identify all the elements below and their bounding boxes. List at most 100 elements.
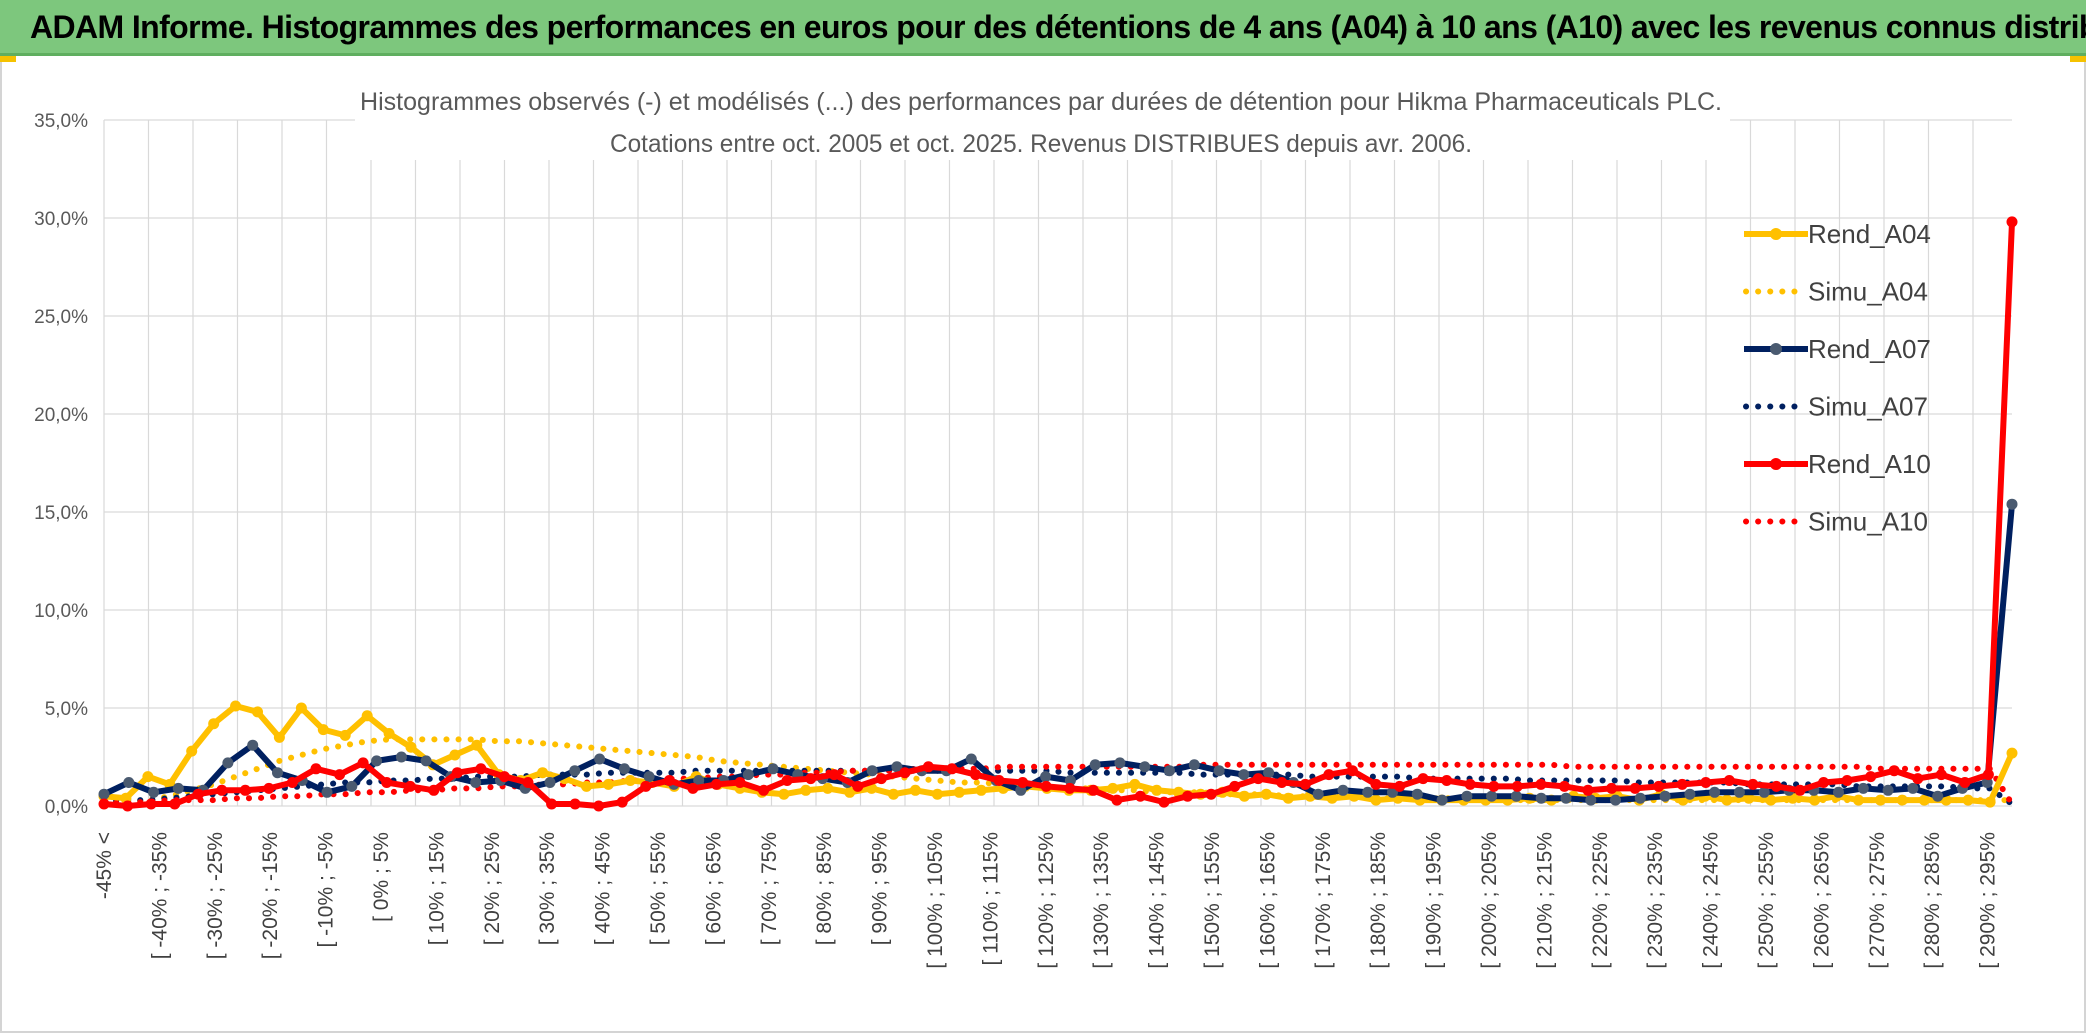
x-tick-label: [ 160% ; 165% <box>1256 832 1279 969</box>
x-tick-label: [ 280% ; 285% <box>1921 832 1944 969</box>
x-tick-label: [ 50% ; 55% <box>647 832 670 945</box>
data-point <box>1874 794 1886 806</box>
data-point <box>1129 778 1141 790</box>
x-tick-label: [ 260% ; 265% <box>1810 832 1833 969</box>
legend-marker <box>1770 228 1782 240</box>
data-point <box>781 775 793 786</box>
data-point <box>1888 765 1900 777</box>
data-point <box>1560 792 1572 804</box>
data-point <box>321 786 333 798</box>
data-point <box>602 778 614 790</box>
line-rend_a07 <box>102 503 2015 804</box>
corner-accent-right <box>2070 56 2086 62</box>
x-tick-label: [ 20% ; 25% <box>481 832 504 945</box>
data-point <box>593 800 605 812</box>
data-point <box>844 786 856 798</box>
x-tick-label: [ 10% ; 15% <box>425 832 448 945</box>
data-point <box>230 700 242 712</box>
legend-label: Rend_A07 <box>1808 334 1931 364</box>
legend[interactable]: Rend_A04 Simu_A04 Rend_A07 Simu_A07 Rend_A10… <box>1743 219 1931 537</box>
data-point <box>273 731 285 743</box>
series-simu_a10 <box>101 761 2015 807</box>
line-simu_a10 <box>101 761 2015 807</box>
data-point <box>1346 765 1358 777</box>
x-tick-label: [ 60% ; 65% <box>702 832 725 945</box>
data-point <box>569 798 581 810</box>
data-point <box>1809 794 1821 806</box>
data-point <box>1676 778 1688 790</box>
legend-entry-rend_a07[interactable]: Rend_A07 <box>1744 334 1931 364</box>
chart-title-line-1: Histogrammes observés (-) et modélisés (… <box>360 88 1722 116</box>
x-tick-label: [ 130% ; 135% <box>1090 832 1113 969</box>
data-point <box>643 771 655 783</box>
data-point <box>295 702 307 714</box>
x-tick-label: -45% < <box>93 832 116 899</box>
x-tick-label: [ 290% ; 295% <box>1977 832 2000 969</box>
data-point <box>1653 780 1665 792</box>
x-tick-label: [ 140% ; 145% <box>1146 832 1169 969</box>
x-tick-label: [ 250% ; 255% <box>1755 832 1778 969</box>
line-rend_a10 <box>103 221 2015 809</box>
data-point <box>618 763 630 775</box>
data-point <box>1188 759 1200 771</box>
data-point <box>1606 782 1618 794</box>
data-point <box>346 780 358 792</box>
legend-entry-simu_a04[interactable]: Simu_A04 <box>1743 277 1928 307</box>
legend-label: Rend_A04 <box>1808 219 1931 249</box>
data-point <box>931 788 943 800</box>
data-point <box>1935 769 1947 781</box>
data-point <box>1464 778 1476 790</box>
y-axis-ticks: 0,0% 5,0% 10,0% 15,0% 20,0% 25,0% 30,0% 35,0% <box>34 111 88 818</box>
data-point <box>1362 786 1374 798</box>
data-point <box>1833 786 1844 798</box>
legend-entry-rend_a10[interactable]: Rend_A10 <box>1744 449 1931 479</box>
data-point <box>1535 778 1547 790</box>
data-point <box>192 788 204 800</box>
data-point <box>624 775 636 786</box>
corner-accent-left <box>0 56 16 62</box>
data-point <box>1758 786 1770 798</box>
data-point <box>1853 794 1864 806</box>
data-point <box>822 782 834 794</box>
data-point <box>1182 790 1194 802</box>
data-point <box>1857 782 1869 794</box>
data-point <box>767 763 779 775</box>
legend-entry-rend_a04[interactable]: Rend_A04 <box>1744 219 1931 249</box>
data-point <box>317 724 329 736</box>
data-point <box>169 798 181 810</box>
data-point <box>286 777 298 788</box>
data-point <box>569 765 581 777</box>
legend-entry-simu_a10[interactable]: Simu_A10 <box>1743 507 1928 537</box>
data-point <box>1114 757 1126 769</box>
data-point <box>383 728 395 739</box>
data-point <box>123 777 135 788</box>
data-point <box>1918 794 1930 806</box>
data-point <box>404 780 416 792</box>
data-point <box>186 745 198 757</box>
data-point <box>1629 782 1641 794</box>
data-point <box>1959 777 1971 788</box>
data-point <box>1558 780 1570 792</box>
data-point <box>1510 790 1522 802</box>
data-point <box>1896 794 1908 806</box>
data-point <box>734 777 746 788</box>
legend-entry-simu_a07[interactable]: Simu_A07 <box>1743 392 1928 422</box>
data-point <box>381 777 393 788</box>
data-point <box>1151 784 1163 796</box>
x-tick-label: [ -10% ; -5% <box>315 832 338 948</box>
legend-label: Simu_A10 <box>1808 507 1928 537</box>
data-point <box>1488 780 1500 792</box>
line-simu_a04 <box>101 736 2015 807</box>
data-point <box>616 796 628 808</box>
data-point <box>975 784 987 796</box>
data-point <box>1111 794 1123 806</box>
data-point <box>2006 747 2018 759</box>
data-point <box>1299 778 1311 790</box>
data-point <box>142 771 154 783</box>
data-point <box>687 782 699 794</box>
data-point <box>758 784 770 796</box>
data-point <box>742 769 754 781</box>
data-point <box>1040 771 1052 783</box>
legend-label: Simu_A04 <box>1808 277 1928 307</box>
